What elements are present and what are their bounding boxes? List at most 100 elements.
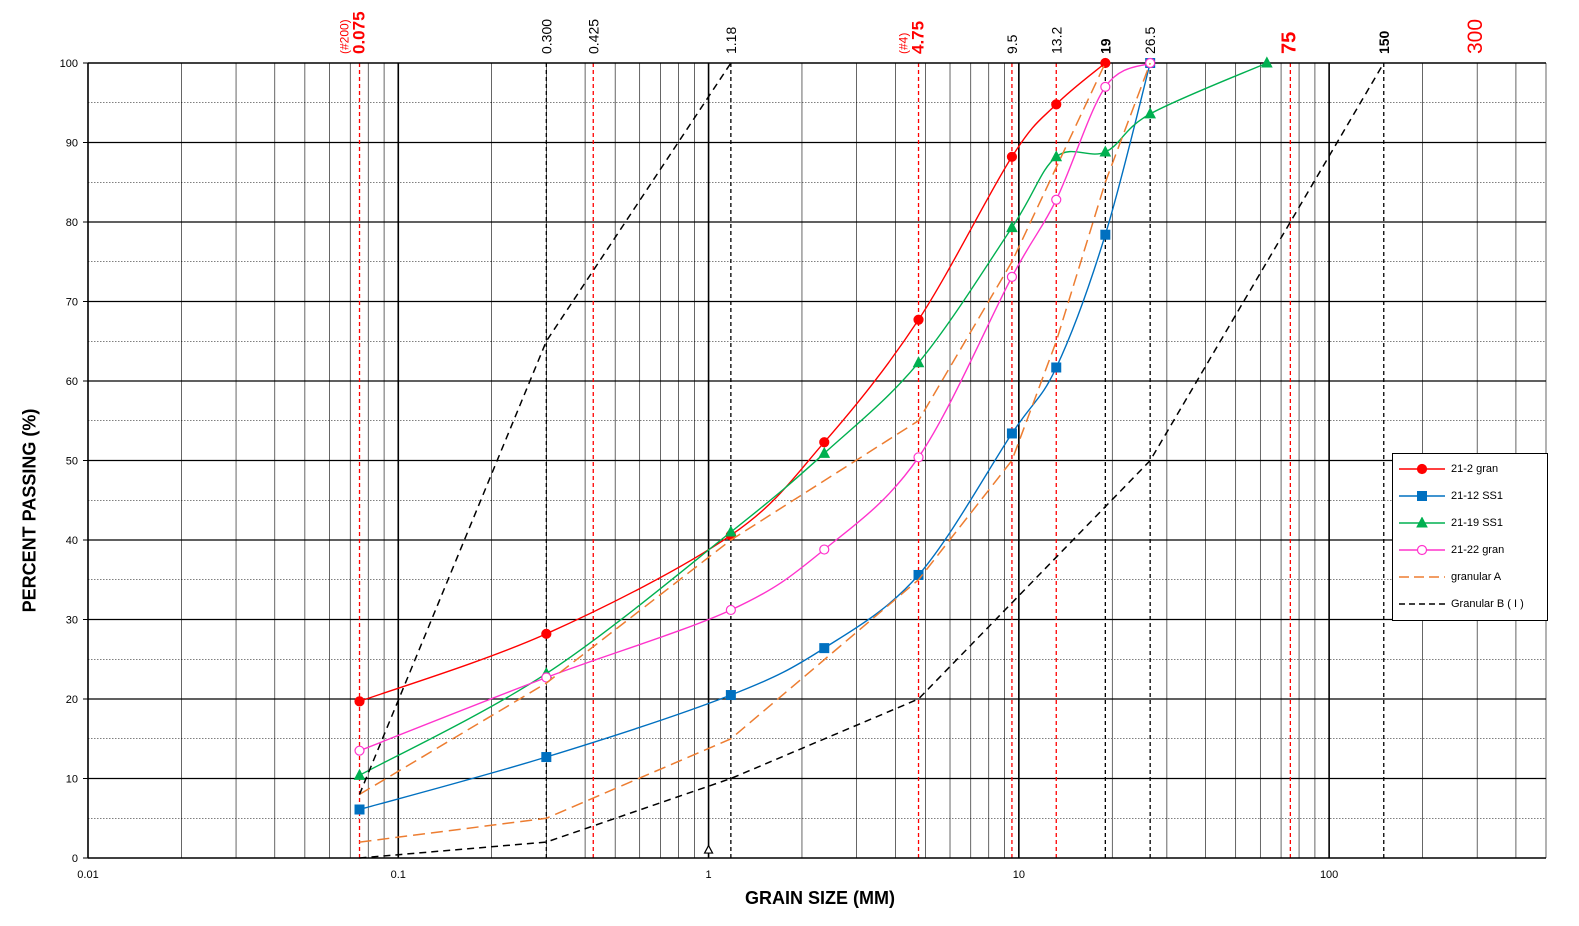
series-21-2-gran (354, 57, 1111, 707)
y-tick-label: 40 (66, 535, 78, 547)
sieve-label: 1.18 (723, 27, 739, 54)
data-point (912, 356, 925, 368)
stray-marker (703, 844, 714, 854)
legend-item: granular A (1393, 564, 1547, 589)
data-point (541, 672, 552, 683)
sieve-label-prefix: (#4) (897, 33, 911, 54)
data-point (1100, 229, 1111, 240)
sieve-label: 26.5 (1142, 27, 1158, 54)
legend-swatch (1399, 602, 1445, 605)
data-point (818, 446, 831, 458)
data-point (1051, 362, 1062, 373)
data-point (354, 745, 365, 756)
legend-swatch (1399, 490, 1445, 501)
data-point (819, 437, 830, 448)
x-tick-label: 10 (1013, 869, 1025, 881)
series-granular-b-i- (358, 62, 1385, 859)
sieve-label: 9.5 (1004, 34, 1020, 54)
data-point (1261, 56, 1273, 68)
sieve-label: 300 (1464, 19, 1487, 54)
legend-label: Granular B ( I ) (1451, 597, 1524, 610)
legend-label: 21-2 gran (1451, 462, 1499, 475)
sieve-label-prefix: (#200) (338, 19, 352, 54)
legend-item: Granular B ( I ) (1393, 591, 1547, 616)
x-tick-label: 100 (1320, 869, 1338, 881)
y-axis-title: PERCENT PASSING (%) (19, 408, 40, 613)
data-point (819, 643, 830, 654)
legend-marker (1417, 490, 1427, 501)
data-point (1006, 151, 1018, 162)
y-tick-label: 10 (66, 774, 78, 786)
data-point (541, 628, 552, 639)
series-line (359, 62, 1151, 752)
data-point (1006, 428, 1017, 439)
sieve-label: 4.75 (909, 21, 928, 54)
data-point (1100, 81, 1111, 92)
envelope-line-fine (358, 62, 732, 795)
data-point (354, 696, 365, 707)
series-layer (353, 56, 1385, 859)
envelope-line-coarse (359, 62, 1385, 859)
series-granular-a (359, 62, 1151, 843)
y-tick-label: 70 (66, 297, 78, 309)
x-tick-label: 0.01 (77, 869, 98, 881)
data-point (353, 768, 366, 780)
data-point (819, 544, 830, 555)
sieve-label: 150 (1376, 30, 1392, 54)
data-point (1099, 145, 1112, 157)
data-point (1144, 107, 1156, 119)
legend-label: 21-22 gran (1451, 543, 1505, 556)
legend-marker (1416, 544, 1428, 555)
sieve-label: 0.425 (585, 19, 601, 54)
y-tick-label: 50 (66, 456, 78, 468)
data-point (1006, 271, 1018, 282)
tick-labels: 0 10 20 30 40 50 60 70 80 90 100 0.01 0.1 1 10 100 (60, 58, 1339, 881)
y-tick-label: 20 (66, 694, 78, 706)
legend-item: 21-2 gran (1393, 456, 1547, 481)
data-point (1100, 57, 1111, 69)
legend-marker (1416, 516, 1428, 527)
data-point (725, 604, 736, 616)
envelope-line-fine (359, 62, 1106, 796)
data-point (1006, 220, 1018, 233)
data-point (725, 525, 737, 537)
legend-swatch (1399, 463, 1445, 474)
legend-item: 21-19 SS1 (1393, 510, 1547, 535)
data-point (541, 752, 552, 763)
legend-label: 21-19 SS1 (1451, 516, 1503, 529)
legend: 21-2 gran 21-12 SS1 21-19 SS1 21-22 gran gra… (1392, 453, 1548, 621)
sieve-reference-lines: 0.075(#200) 0.300 0.425 1.18 4.75(#4) 9.5 13.2… (338, 11, 1487, 858)
y-tick-label: 60 (66, 376, 78, 388)
legend-swatch (1399, 544, 1445, 555)
sieve-label: 13.2 (1048, 27, 1064, 54)
x-tick-label: 1 (705, 869, 711, 881)
data-point (913, 452, 924, 463)
legend-swatch (1399, 516, 1445, 527)
data-point (725, 690, 736, 701)
sieve-label: 19 (1097, 38, 1113, 54)
data-point (354, 804, 365, 815)
data-point (1051, 99, 1062, 110)
x-tick-label: 0.1 (391, 869, 406, 881)
series-21-12-ss1 (354, 58, 1156, 815)
data-point (1051, 194, 1062, 205)
sieve-label: 0.075 (350, 11, 369, 54)
y-tick-label: 90 (66, 138, 78, 150)
legend-item: 21-22 gran (1393, 537, 1547, 562)
y-tick-label: 30 (66, 615, 78, 627)
data-point (913, 314, 924, 325)
legend-label: 21-12 SS1 (1451, 489, 1503, 502)
y-tick-label: 100 (60, 58, 78, 70)
legend-swatch (1399, 575, 1445, 578)
y-tick-label: 0 (72, 853, 78, 865)
data-point (1050, 150, 1063, 162)
y-tick-label: 80 (66, 217, 78, 229)
x-axis-title: GRAIN SIZE (MM) (745, 888, 895, 908)
legend-marker (1416, 463, 1428, 474)
legend-item: 21-12 SS1 (1393, 483, 1547, 508)
sieve-label: 0.300 (538, 19, 554, 54)
envelope-line-coarse (359, 62, 1151, 843)
sieve-label: 75 (1278, 32, 1300, 54)
legend-label: granular A (1451, 570, 1502, 583)
